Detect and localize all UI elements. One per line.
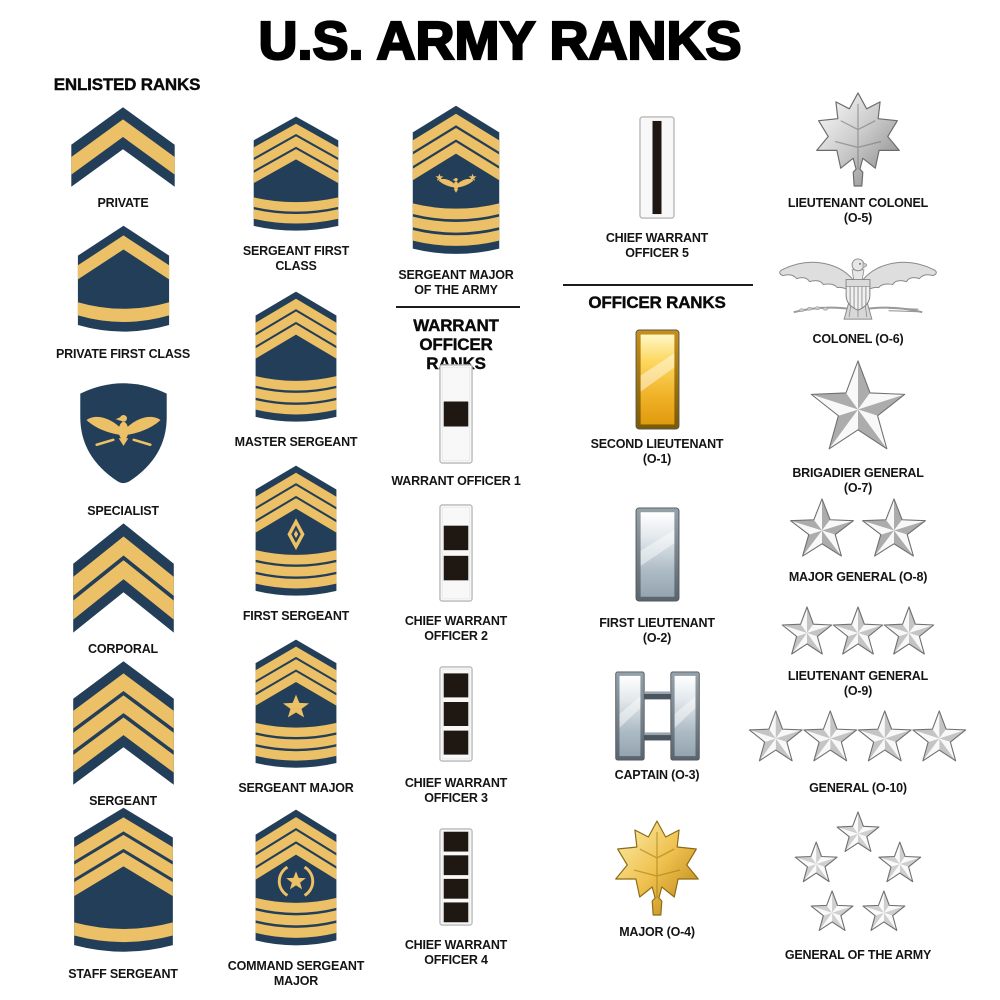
- rank-chief-warrant-officer-4: CHIEF WARRANT OFFICER 4: [376, 828, 536, 968]
- rank-label: FIRST LIEUTENANT (O-2): [599, 616, 715, 645]
- rank-label: CAPTAIN (O-3): [614, 768, 700, 782]
- lieutenant-colonel-insignia: [810, 90, 906, 189]
- warrant-officer-1-insignia: [439, 364, 473, 464]
- rank-label: LIEUTENANT COLONEL (O-5): [787, 196, 929, 225]
- page-title: U.S. ARMY RANKS: [257, 10, 742, 72]
- rank-colonel: COLONEL (O-6): [743, 254, 973, 347]
- rank-lieutenant-colonel: LIEUTENANT COLONEL (O-5): [743, 90, 973, 226]
- rank-chief-warrant-officer-5: CHIEF WARRANT OFFICER 5: [572, 116, 742, 261]
- rank-chief-warrant-officer-2: CHIEF WARRANT OFFICER 2: [376, 504, 536, 644]
- rank-label: MAJOR (O-4): [619, 925, 695, 939]
- rank-label: STAFF SERGEANT: [68, 967, 178, 981]
- rank-chief-warrant-officer-3: CHIEF WARRANT OFFICER 3: [376, 666, 536, 806]
- rank-label: MASTER SERGEANT: [234, 435, 358, 449]
- rank-private: PRIVATE: [38, 105, 208, 211]
- rank-label: PRIVATE: [97, 196, 149, 210]
- first-lieutenant-insignia: [635, 507, 680, 602]
- officer-section-divider: [563, 284, 753, 286]
- rank-label: MAJOR GENERAL (O-8): [788, 570, 928, 584]
- second-lieutenant-insignia: [635, 329, 680, 430]
- rank-general-of-the-army: GENERAL OF THE ARMY: [743, 804, 973, 963]
- rank-label: WARRANT OFFICER 1: [391, 474, 521, 488]
- rank-captain: CAPTAIN (O-3): [572, 671, 742, 783]
- rank-sergeant-first-class: SERGEANT FIRST CLASS: [216, 115, 376, 274]
- rank-label: PRIVATE FIRST CLASS: [56, 347, 190, 361]
- rank-master-sergeant: MASTER SERGEANT: [216, 290, 376, 450]
- rank-first-sergeant: FIRST SERGEANT: [216, 464, 376, 624]
- staff-sergeant-insignia: [71, 806, 176, 960]
- private-first-class-insignia: [75, 224, 172, 340]
- specialist-insignia: [70, 370, 177, 488]
- sergeant-first-class-insignia: [251, 115, 341, 237]
- rank-label: SERGEANT MAJOR: [238, 781, 354, 795]
- major-general-insignia: [783, 496, 933, 563]
- rank-sergeant-major-of-the-army: SERGEANT MAJOR OF THE ARMY: [376, 104, 536, 298]
- rank-label: CHIEF WARRANT OFFICER 5: [605, 231, 709, 260]
- rank-corporal: CORPORAL: [38, 521, 208, 657]
- warrant-section-divider: [396, 306, 520, 308]
- first-sergeant-insignia: [253, 464, 339, 602]
- rank-lieutenant-general: LIEUTENANT GENERAL (O-9): [743, 604, 973, 699]
- rank-label: SERGEANT FIRST CLASS: [242, 244, 350, 273]
- private-insignia: [68, 105, 178, 189]
- sergeant-major-of-the-army-insignia: [410, 104, 502, 261]
- rank-specialist: SPECIALIST: [38, 370, 208, 519]
- sergeant-major-insignia: [253, 638, 339, 774]
- rank-label: COMMAND SERGEANT MAJOR: [227, 959, 365, 988]
- rank-command-sergeant-major: COMMAND SERGEANT MAJOR: [216, 808, 376, 989]
- major-insignia: [609, 818, 705, 918]
- sergeant-insignia: [70, 659, 177, 787]
- rank-second-lieutenant: SECOND LIEUTENANT (O-1): [572, 329, 742, 467]
- rank-label: CHIEF WARRANT OFFICER 4: [404, 938, 508, 967]
- rank-label: BRIGADIER GENERAL (O-7): [792, 466, 924, 495]
- rank-staff-sergeant: STAFF SERGEANT: [38, 806, 208, 982]
- corporal-insignia: [70, 521, 177, 635]
- chief-warrant-officer-2-insignia: [439, 504, 473, 602]
- chief-warrant-officer-4-insignia: [439, 828, 473, 926]
- rank-private-first-class: PRIVATE FIRST CLASS: [38, 224, 208, 362]
- rank-label: CHIEF WARRANT OFFICER 3: [404, 776, 508, 805]
- rank-major-general: MAJOR GENERAL (O-8): [743, 496, 973, 585]
- lieutenant-general-insignia: [779, 604, 937, 662]
- rank-label: GENERAL OF THE ARMY: [784, 948, 932, 962]
- master-sergeant-insignia: [253, 290, 339, 428]
- rank-label: LIEUTENANT GENERAL (O-9): [787, 669, 929, 698]
- command-sergeant-major-insignia: [253, 808, 339, 952]
- rank-major: MAJOR (O-4): [572, 818, 742, 940]
- rank-label: SPECIALIST: [87, 504, 159, 518]
- chief-warrant-officer-5-insignia: [639, 116, 675, 219]
- officer-ranks-header: OFFICER RANKS: [588, 293, 726, 312]
- rank-brigadier-general: BRIGADIER GENERAL (O-7): [743, 357, 973, 496]
- rank-sergeant: SERGEANT: [38, 659, 208, 809]
- rank-sergeant-major: SERGEANT MAJOR: [216, 638, 376, 796]
- rank-first-lieutenant: FIRST LIEUTENANT (O-2): [572, 507, 742, 646]
- rank-label: CHIEF WARRANT OFFICER 2: [404, 614, 508, 643]
- rank-label: GENERAL (O-10): [809, 781, 907, 795]
- brigadier-general-insignia: [807, 357, 909, 458]
- rank-label: SERGEANT MAJOR OF THE ARMY: [398, 268, 514, 297]
- enlisted-ranks-header: ENLISTED RANKS: [53, 75, 201, 94]
- rank-label: FIRST SERGEANT: [242, 609, 350, 623]
- general-of-the-army-insignia: [786, 804, 930, 941]
- colonel-insignia: [774, 254, 942, 325]
- rank-warrant-officer-1: WARRANT OFFICER 1: [376, 364, 536, 489]
- captain-insignia: [610, 671, 705, 761]
- general-insignia: [747, 708, 969, 767]
- rank-label: CORPORAL: [88, 642, 158, 656]
- chief-warrant-officer-3-insignia: [439, 666, 473, 762]
- rank-label: SERGEANT: [89, 794, 157, 808]
- rank-label: COLONEL (O-6): [812, 332, 904, 346]
- rank-label: SECOND LIEUTENANT (O-1): [590, 437, 724, 466]
- rank-general: GENERAL (O-10): [739, 708, 977, 796]
